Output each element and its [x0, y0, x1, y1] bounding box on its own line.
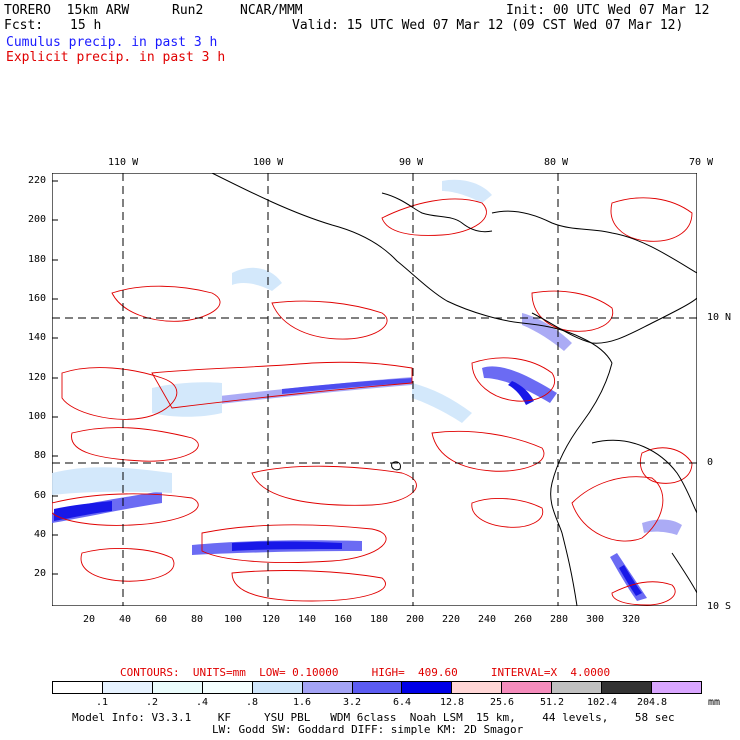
- legend-swatch: [502, 682, 553, 693]
- legend-value: .1: [95, 697, 109, 708]
- legend-value: 12.8: [439, 697, 465, 708]
- legend-swatch: [152, 682, 203, 693]
- legend-value: .2: [145, 697, 159, 708]
- valid-time: Valid: 15 UTC Wed 07 Mar 12 (09 CST Wed …: [292, 18, 684, 33]
- y-tick-label: 120: [28, 372, 47, 383]
- legend-swatch: [402, 682, 453, 693]
- cumulus-precip-shading: [52, 179, 682, 601]
- precip-map: [52, 173, 697, 606]
- legend-swatch: [652, 682, 701, 693]
- axis-ticks: [52, 180, 58, 575]
- x-tick-label: 120: [262, 614, 281, 625]
- model-physics: LW: Godd SW: Goddard DIFF: simple KM: 2D…: [212, 723, 524, 736]
- model-info: Model Info: V3.3.1 KF YSU PBL WDM 6class…: [72, 711, 675, 724]
- lon-label: 90 W: [399, 157, 424, 168]
- forecast-hour: 15 h: [70, 18, 102, 33]
- y-tick-label: 40: [34, 529, 47, 540]
- y-tick-label: 100: [28, 411, 47, 422]
- x-tick-label: 200: [406, 614, 425, 625]
- lon-label: 70 W: [689, 157, 714, 168]
- contours-info: CONTOURS: UNITS=mm LOW= 0.10000 HIGH= 40…: [120, 666, 611, 679]
- x-tick-label: 40: [119, 614, 132, 625]
- legend-value: 102.4: [586, 697, 618, 708]
- x-tick-label: 260: [514, 614, 533, 625]
- x-tick-label: 80: [191, 614, 204, 625]
- lat-label: 10 S: [707, 601, 732, 612]
- lat-label: 0: [707, 457, 714, 468]
- init-time: Init: 00 UTC Wed 07 Mar 12: [506, 3, 710, 18]
- x-tick-label: 160: [334, 614, 353, 625]
- y-tick-label: 160: [28, 293, 47, 304]
- legend-value: .8: [245, 697, 259, 708]
- color-legend-bar: [52, 681, 702, 694]
- explicit-precip-contours: [52, 197, 693, 606]
- legend-value: .4: [195, 697, 209, 708]
- x-tick-label: 60: [155, 614, 168, 625]
- legend-swatch: [53, 682, 103, 693]
- coastlines: [211, 173, 697, 606]
- legend-value: 51.2: [539, 697, 565, 708]
- legend-swatch: [252, 682, 303, 693]
- legend-swatch: [602, 682, 653, 693]
- x-tick-label: 20: [83, 614, 96, 625]
- y-tick-label: 140: [28, 332, 47, 343]
- x-tick-label: 280: [550, 614, 569, 625]
- legend-value: 3.2: [342, 697, 362, 708]
- x-tick-label: 180: [370, 614, 389, 625]
- x-tick-label: 300: [586, 614, 605, 625]
- forecast-label: Fcst:: [4, 18, 44, 33]
- y-tick-label: 200: [28, 214, 47, 225]
- legend-value: 204.8: [636, 697, 668, 708]
- y-tick-label: 20: [34, 568, 47, 579]
- run-label: Run2: [172, 3, 204, 18]
- x-tick-label: 140: [298, 614, 317, 625]
- legend-value: 6.4: [392, 697, 412, 708]
- org-label: NCAR/MMM: [240, 3, 303, 18]
- lon-label: 110 W: [108, 157, 139, 168]
- legend-value: 1.6: [292, 697, 312, 708]
- explicit-field-label: Explicit precip. in past 3 h: [6, 50, 226, 65]
- x-tick-label: 320: [622, 614, 641, 625]
- y-tick-label: 60: [34, 490, 47, 501]
- legend-swatch: [352, 682, 403, 693]
- model-title: TORERO 15km ARW: [4, 3, 130, 18]
- latlon-grid: [52, 173, 697, 606]
- lon-label: 80 W: [544, 157, 569, 168]
- lat-label: 10 N: [707, 312, 732, 323]
- y-tick-label: 220: [28, 175, 47, 186]
- legend-swatch: [202, 682, 253, 693]
- x-tick-label: 220: [442, 614, 461, 625]
- lon-label: 100 W: [253, 157, 284, 168]
- x-tick-label: 100: [224, 614, 243, 625]
- x-tick-label: 240: [478, 614, 497, 625]
- y-tick-label: 80: [34, 450, 47, 461]
- cumulus-field-label: Cumulus precip. in past 3 h: [6, 35, 218, 50]
- legend-swatch: [102, 682, 153, 693]
- legend-unit: mm: [708, 697, 721, 708]
- y-tick-label: 180: [28, 254, 47, 265]
- legend-swatch: [552, 682, 603, 693]
- legend-swatch: [302, 682, 353, 693]
- legend-swatch: [452, 682, 503, 693]
- legend-value: 25.6: [489, 697, 515, 708]
